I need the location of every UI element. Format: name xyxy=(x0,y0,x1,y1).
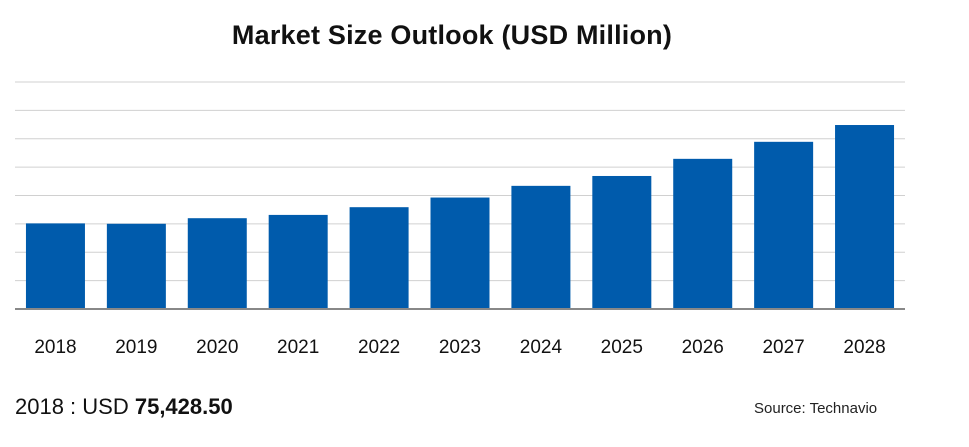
x-tick-label-2026: 2026 xyxy=(682,337,724,358)
bar-2018 xyxy=(25,223,85,309)
bar-2024 xyxy=(511,185,571,309)
x-tick-label-2024: 2024 xyxy=(520,337,563,358)
bar-2027 xyxy=(754,141,814,309)
bar-2020 xyxy=(187,218,247,309)
bar-2025 xyxy=(592,175,652,309)
bar-2022 xyxy=(349,207,409,309)
bar-2019 xyxy=(106,223,166,309)
bar-2028 xyxy=(835,125,895,309)
x-tick-label-2020: 2020 xyxy=(196,337,238,358)
x-tick-label-2028: 2028 xyxy=(843,337,885,358)
x-tick-label-2025: 2025 xyxy=(601,337,643,358)
x-tick-label-2018: 2018 xyxy=(34,337,76,358)
bar-2021 xyxy=(268,214,328,309)
x-tick-label-2023: 2023 xyxy=(439,337,481,358)
bar-2026 xyxy=(673,158,733,309)
x-tick-label-2027: 2027 xyxy=(762,337,804,358)
x-tick-label-2022: 2022 xyxy=(358,337,400,358)
source-text: Source: Technavio xyxy=(754,400,878,417)
x-tick-label-2019: 2019 xyxy=(115,337,157,358)
bar-2023 xyxy=(430,197,490,309)
x-tick-label-2021: 2021 xyxy=(277,337,319,358)
base-year-value: 75,428.50 xyxy=(134,394,233,419)
base-year-label: 2018 : USD xyxy=(15,394,135,419)
base-year-value-text: 2018 : USD 75,428.50 xyxy=(15,394,233,420)
chart-title: Market Size Outlook (USD Million) xyxy=(231,20,673,50)
